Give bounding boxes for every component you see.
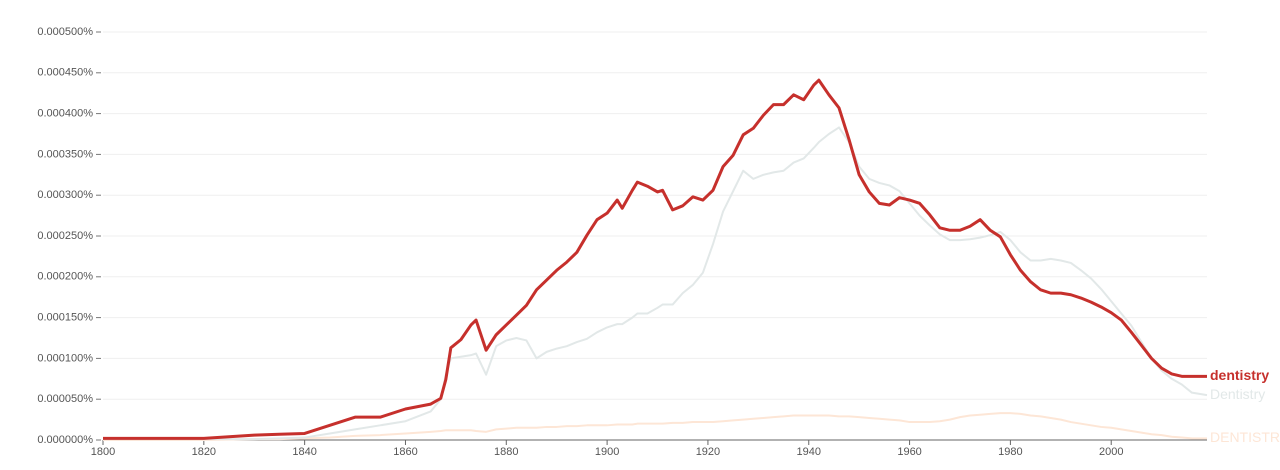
- legend-label: dentistry: [1210, 367, 1269, 383]
- x-tick-label: 1860: [393, 446, 417, 458]
- legend-label: Dentistry: [1210, 386, 1265, 402]
- y-tick-label: 0.000250%: [37, 230, 93, 242]
- y-tick-label: 0.000150%: [37, 312, 93, 324]
- x-tick-label: 1880: [494, 446, 518, 458]
- y-tick-label: 0.000500%: [37, 26, 93, 38]
- legend-label: DENTISTRY: [1210, 429, 1280, 445]
- x-tick-label: 1900: [595, 446, 619, 458]
- y-tick-label: 0.000450%: [37, 67, 93, 79]
- x-tick-label: 1960: [897, 446, 921, 458]
- series-line: [103, 126, 1208, 441]
- y-tick-label: 0.000300%: [37, 189, 93, 201]
- series-line: [103, 412, 1207, 441]
- x-tick-label: 1940: [797, 446, 821, 458]
- x-tick-label: 1820: [192, 446, 216, 458]
- x-tick-label: 2000: [1099, 446, 1123, 458]
- x-tick-label: 1980: [998, 446, 1022, 458]
- y-tick-label: 0.000350%: [37, 148, 93, 160]
- x-tick-label: 1920: [696, 446, 720, 458]
- y-tick-label: 0.000400%: [37, 108, 93, 120]
- y-tick-label: 0.000100%: [37, 352, 93, 364]
- y-tick-label: 0.000050%: [37, 393, 93, 405]
- x-tick-label: 1840: [292, 446, 316, 458]
- x-tick-label: 1800: [91, 446, 115, 458]
- y-tick-label: 0.000200%: [37, 271, 93, 283]
- y-tick-label: 0.000000%: [37, 434, 93, 446]
- series-line: [103, 78, 1207, 440]
